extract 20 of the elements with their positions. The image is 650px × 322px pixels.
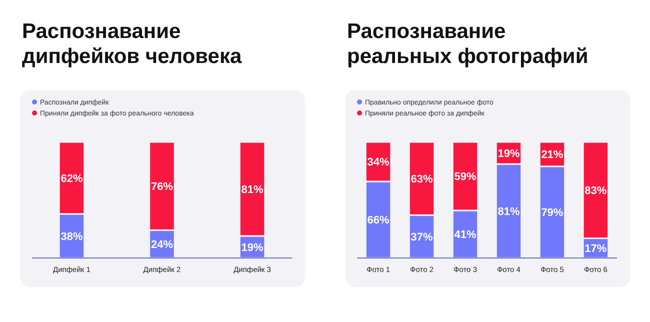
data-label: 62% (60, 172, 83, 185)
chart-title: Распознавание реальных фотографий (347, 20, 588, 68)
data-label: 41% (454, 229, 476, 242)
data-label: 81% (241, 184, 264, 196)
data-label: 17% (584, 243, 607, 256)
data-label: 24% (150, 239, 174, 252)
data-label: 79% (541, 207, 564, 220)
data-label: 37% (410, 232, 433, 244)
data-label: 83% (584, 185, 607, 198)
data-label: 66% (367, 214, 390, 227)
data-label: 59% (454, 171, 476, 184)
data-label: 76% (150, 181, 174, 194)
data-label: 38% (60, 230, 83, 243)
data-label: 19% (498, 148, 520, 160)
data-label: 63% (410, 174, 433, 186)
chart-title: Распознавание дипфейков человека (22, 20, 242, 68)
data-label: 19% (241, 242, 264, 254)
data-label: 21% (541, 149, 564, 162)
data-label: 34% (367, 156, 390, 169)
data-label: 81% (498, 206, 520, 218)
